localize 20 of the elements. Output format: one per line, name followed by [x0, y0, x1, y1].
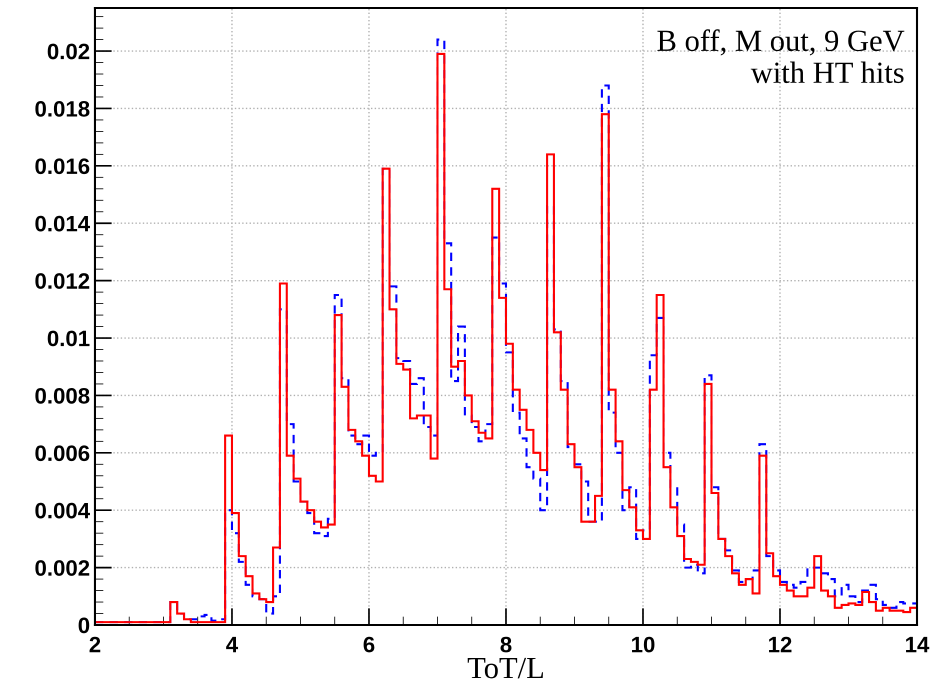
x-tick-label: 12	[769, 636, 792, 652]
x-tick-label: 8	[500, 636, 512, 652]
y-tick-label: 0.016	[35, 158, 90, 174]
y-tick-label: 0.008	[35, 388, 90, 404]
y-tick-label: 0.006	[35, 445, 90, 462]
y-tick-label: 0.012	[35, 273, 90, 289]
x-tick-label: 6	[364, 636, 374, 652]
x-axis-title: ToT/L	[468, 658, 543, 678]
x-tick-label: 4	[226, 636, 238, 652]
y-tick-label: 0.01	[48, 330, 90, 346]
x-tick-label: 2	[90, 636, 100, 652]
x-tick-label: 10	[632, 636, 654, 652]
y-tick-label: 0.018	[35, 100, 90, 117]
y-tick-label: 0.002	[35, 560, 90, 576]
y-tick-label: 0.02	[48, 44, 90, 60]
y-tick-label: 0.004	[35, 502, 90, 518]
annotation: B off, M out, 9 GeV with HT hits	[657, 29, 904, 84]
y-tick-label: 0	[78, 618, 90, 634]
y-tick-label: 0.014	[35, 216, 90, 232]
x-tick-label: 14	[906, 636, 930, 652]
